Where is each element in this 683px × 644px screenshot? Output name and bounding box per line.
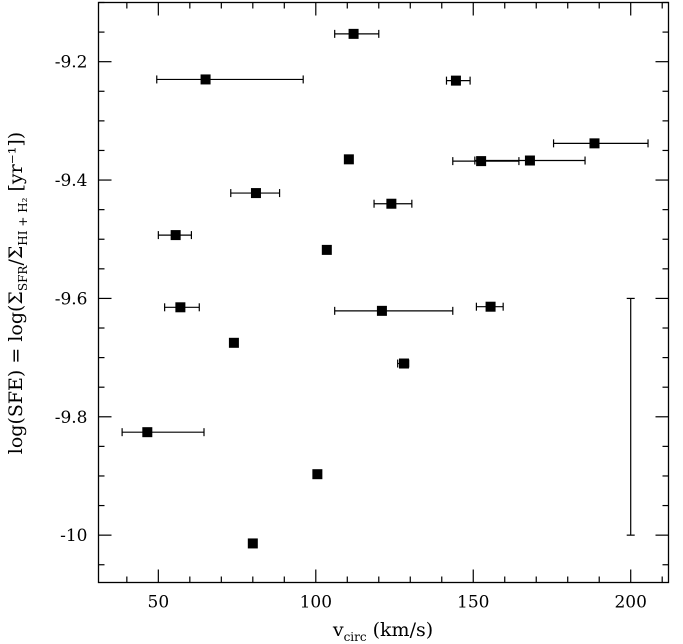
data-point (334, 28, 380, 39)
point-marker (247, 538, 258, 549)
y-tick-label: -9.2 (55, 53, 88, 73)
data-point (157, 230, 193, 241)
point-marker (376, 305, 387, 316)
point-marker (343, 154, 354, 165)
point-marker (485, 301, 496, 312)
y-tick-label: -9.4 (55, 171, 88, 191)
y-tick-label: -10 (60, 526, 87, 546)
point-marker (386, 198, 397, 209)
point-marker (200, 74, 211, 85)
plot-frame (97, 1, 670, 584)
x-tick-label: 100 (300, 593, 332, 613)
data-point (343, 154, 354, 165)
y-tick-label: -9.8 (55, 408, 88, 428)
point-marker (250, 188, 261, 199)
data-point (247, 538, 258, 549)
data-points (121, 28, 649, 549)
point-marker (142, 427, 153, 438)
data-point (321, 244, 332, 255)
point-marker (348, 28, 359, 39)
point-marker (175, 302, 186, 313)
point-marker (524, 155, 535, 166)
y-axis-ticks: -10 -9.8 -9.6 -9.4 -9.2 (55, 1, 669, 566)
data-point (156, 74, 304, 85)
data-point (121, 427, 205, 438)
point-marker (170, 230, 181, 241)
x-tick-label: 50 (148, 593, 170, 613)
point-marker (321, 244, 332, 255)
typical-error-bar (626, 297, 635, 536)
data-point (373, 198, 413, 209)
x-axis-label: vcirc (km/s) (332, 619, 433, 644)
data-point (397, 358, 410, 369)
point-marker (312, 469, 323, 480)
point-marker (228, 337, 239, 348)
data-point (228, 337, 239, 348)
data-point (445, 75, 471, 86)
x-tick-label: 200 (614, 593, 646, 613)
y-tick-label: -9.6 (55, 289, 88, 309)
data-point (474, 155, 586, 166)
data-point (334, 305, 454, 316)
point-marker (589, 138, 600, 149)
data-point (230, 188, 281, 199)
point-marker (398, 358, 409, 369)
data-point (475, 301, 504, 312)
y-axis-label: log(SFE) = log(ΣSFR/ΣHI + H₂ [yr⁻¹]) (5, 132, 30, 454)
x-tick-label: 150 (457, 593, 489, 613)
x-axis-ticks: 50 100 150 200 (126, 2, 663, 613)
data-point (164, 302, 200, 313)
point-marker (450, 75, 461, 86)
data-point (552, 138, 649, 149)
data-point (312, 469, 323, 480)
